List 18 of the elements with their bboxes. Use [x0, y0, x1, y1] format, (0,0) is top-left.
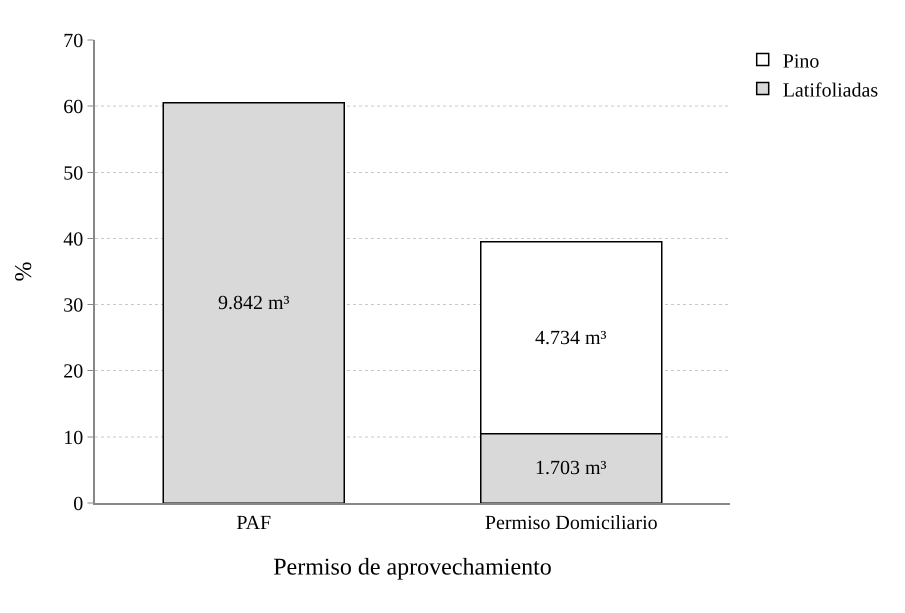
annotation: 9.842 m³ — [218, 292, 290, 314]
y-tick-label: 30 — [63, 294, 84, 317]
x-tick-label: PAF — [236, 512, 272, 534]
y-tick-label: 20 — [63, 360, 84, 383]
y-tick-label: 70 — [63, 30, 84, 52]
y-tick-label: 10 — [63, 426, 84, 449]
x-axis-title: Permiso de aprovechamiento — [273, 554, 552, 581]
x-tick-label: Permiso Domiciliario — [484, 512, 658, 534]
legend-label: Latifoliadas — [782, 79, 878, 102]
bar — [162, 102, 345, 503]
y-tick-label: 40 — [63, 228, 84, 250]
y-tick-label: 60 — [63, 96, 84, 118]
annotation: 4.734 m³ — [535, 327, 607, 349]
y-axis-title: % — [10, 262, 37, 282]
y-tick-label: 50 — [63, 162, 84, 184]
legend-label: Pino — [782, 50, 820, 72]
y-tick-label: 0 — [73, 493, 84, 515]
annotation: 1.703 m³ — [535, 457, 607, 479]
